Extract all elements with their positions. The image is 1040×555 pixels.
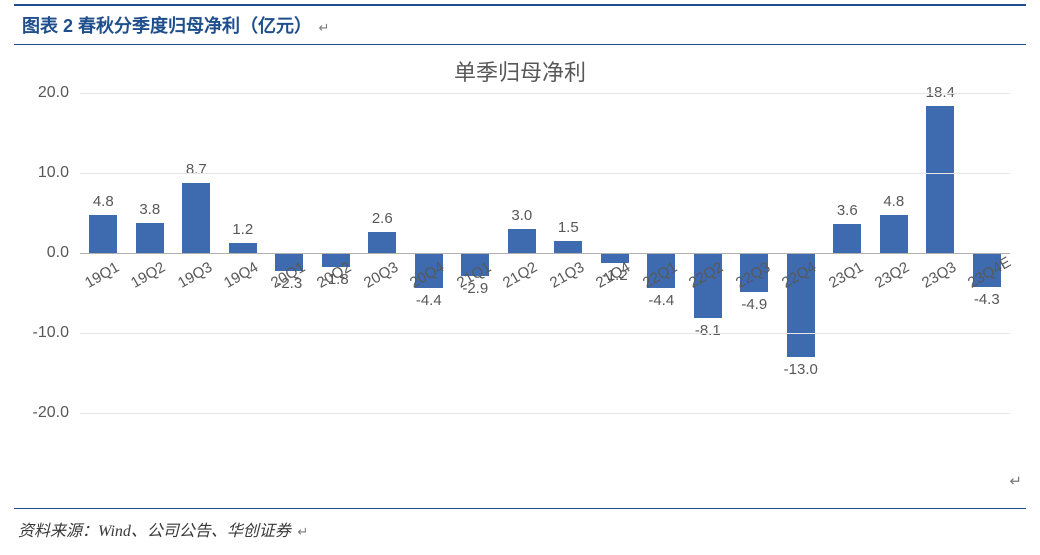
- x-category-label: 23Q1: [826, 259, 866, 292]
- bar-value-label: -8.1: [695, 322, 721, 339]
- grid-line: [80, 413, 1010, 414]
- bar-value-label: 4.8: [93, 193, 114, 210]
- bar-value-label: -13.0: [784, 361, 818, 378]
- bar-value-label: 3.0: [511, 207, 532, 224]
- y-tick-label: -20.0: [33, 404, 69, 422]
- x-category-label: 19Q1: [82, 259, 122, 292]
- source-bar: 资料来源：Wind、公司公告、华创证券 ↵: [14, 508, 1026, 541]
- bar-value-label: 3.6: [837, 202, 858, 219]
- bar-value-label: 1.5: [558, 219, 579, 236]
- return-mark-icon: ↵: [295, 524, 308, 539]
- bar: [136, 223, 164, 253]
- figure-caption: 图表 2 春秋分季度归母净利（亿元）: [22, 16, 312, 36]
- bar-value-label: -4.4: [648, 292, 674, 309]
- bar-value-label: -4.3: [974, 291, 1000, 308]
- return-mark-right: ↵: [1007, 472, 1022, 491]
- bar-value-label: 2.6: [372, 210, 393, 227]
- x-category-label: 21Q2: [500, 259, 540, 292]
- bar-value-label: 4.8: [883, 193, 904, 210]
- figure-title-bar: 图表 2 春秋分季度归母净利（亿元） ↵: [14, 4, 1026, 45]
- bar-value-label: -4.9: [741, 296, 767, 313]
- x-category-label: 21Q3: [547, 259, 587, 292]
- x-category-label: 20Q3: [361, 259, 401, 292]
- chart-title: 单季归母净利: [20, 55, 1020, 87]
- bar: [508, 229, 536, 253]
- bar: [926, 106, 954, 253]
- grid-line: [80, 93, 1010, 94]
- bar: [89, 215, 117, 253]
- bar: [182, 183, 210, 253]
- y-axis: -20.0-10.00.010.020.0: [20, 93, 75, 413]
- bar: [368, 232, 396, 253]
- y-tick-label: -10.0: [33, 324, 69, 342]
- bar: [554, 241, 582, 253]
- chart-container: 单季归母净利 -20.0 -10.0 0.0 10.0 20.0 4.8 19Q1 3.8 1…: [20, 55, 1020, 475]
- bar: [833, 224, 861, 253]
- bar: [880, 215, 908, 253]
- x-category-label: 21Q4: [593, 259, 633, 292]
- x-category-label: 19Q3: [175, 259, 215, 292]
- x-category-label: 23Q3: [919, 259, 959, 292]
- bar-value-label: 3.8: [139, 201, 160, 218]
- y-tick-label: 20.0: [38, 84, 69, 102]
- bar: [229, 243, 257, 253]
- y-tick-label: 10.0: [38, 164, 69, 182]
- grid-line: [80, 333, 1010, 334]
- x-category-label: 23Q2: [872, 259, 912, 292]
- return-mark-icon: ↵: [1007, 473, 1022, 490]
- x-category-label: 19Q2: [128, 259, 168, 292]
- bar-value-label: 8.7: [186, 161, 207, 178]
- bar-value-label: -4.4: [416, 292, 442, 309]
- bar-value-label: 1.2: [232, 221, 253, 238]
- zero-line: [80, 253, 1010, 254]
- plot-area: -20.0-10.00.010.020.0 4.819Q13.819Q28.71…: [80, 93, 1010, 413]
- y-tick-label: 0.0: [47, 244, 69, 262]
- x-category-label: 19Q4: [221, 259, 261, 292]
- source-text: 资料来源：Wind、公司公告、华创证券: [18, 523, 291, 540]
- grid-line: [80, 173, 1010, 174]
- return-mark-icon: ↵: [316, 20, 329, 35]
